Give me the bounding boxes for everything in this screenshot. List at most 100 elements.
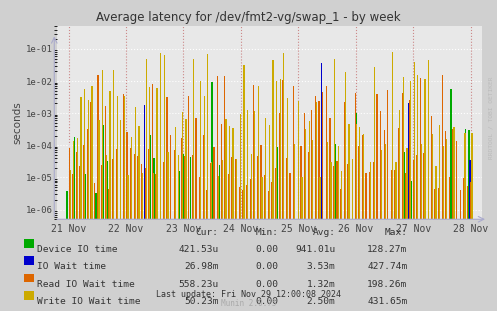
Bar: [240, 114, 241, 242]
Bar: [374, 67, 375, 242]
Bar: [434, 189, 435, 242]
Bar: [347, 164, 348, 242]
Bar: [130, 148, 131, 242]
Bar: [403, 77, 404, 242]
Bar: [289, 173, 291, 242]
Bar: [251, 189, 252, 242]
Bar: [246, 185, 247, 242]
Bar: [77, 138, 78, 242]
Bar: [106, 155, 107, 242]
Bar: [319, 101, 320, 242]
Bar: [471, 182, 472, 242]
Bar: [247, 110, 248, 242]
Bar: [300, 146, 302, 242]
Bar: [109, 91, 111, 242]
Bar: [356, 124, 357, 242]
Bar: [465, 129, 466, 242]
Bar: [127, 175, 129, 242]
Bar: [265, 118, 266, 242]
Bar: [438, 188, 439, 242]
Bar: [358, 146, 359, 242]
Bar: [369, 172, 370, 242]
Bar: [174, 127, 176, 242]
Bar: [179, 171, 180, 242]
Text: Read IO Wait time: Read IO Wait time: [37, 280, 135, 289]
Bar: [170, 135, 171, 242]
Bar: [276, 146, 278, 242]
Bar: [391, 170, 392, 242]
Text: Device IO time: Device IO time: [37, 245, 118, 254]
Bar: [87, 100, 89, 242]
Bar: [269, 126, 270, 242]
Bar: [167, 152, 168, 242]
Bar: [106, 161, 107, 242]
Bar: [268, 191, 269, 242]
Bar: [193, 59, 194, 242]
Bar: [362, 135, 363, 242]
Bar: [221, 124, 222, 242]
Bar: [445, 131, 446, 242]
Bar: [384, 130, 385, 242]
Bar: [469, 130, 470, 242]
Bar: [456, 141, 457, 242]
Bar: [144, 105, 145, 242]
Bar: [84, 174, 86, 242]
Bar: [294, 144, 295, 242]
Text: 198.26m: 198.26m: [367, 280, 408, 289]
Bar: [308, 152, 309, 242]
Bar: [134, 154, 135, 242]
Bar: [298, 101, 299, 242]
Bar: [86, 129, 88, 242]
Bar: [403, 152, 405, 242]
Bar: [334, 59, 335, 242]
Y-axis label: seconds: seconds: [12, 101, 23, 144]
Bar: [91, 86, 92, 242]
Bar: [239, 187, 240, 242]
Bar: [80, 165, 81, 242]
Bar: [365, 173, 367, 242]
Bar: [181, 138, 182, 242]
Bar: [352, 159, 353, 242]
Bar: [305, 129, 306, 242]
Bar: [160, 53, 162, 242]
Bar: [185, 119, 187, 242]
Bar: [286, 158, 287, 242]
Bar: [467, 186, 468, 242]
Bar: [108, 189, 110, 242]
Bar: [276, 81, 277, 242]
Bar: [387, 90, 389, 242]
Bar: [117, 96, 118, 242]
Bar: [67, 191, 68, 242]
Bar: [195, 118, 196, 242]
Bar: [341, 171, 342, 242]
Bar: [112, 160, 113, 242]
Text: 0.00: 0.00: [255, 297, 278, 306]
Text: 2.50m: 2.50m: [307, 297, 335, 306]
Text: 0.00: 0.00: [255, 262, 278, 272]
Bar: [81, 97, 82, 242]
Text: 0.00: 0.00: [255, 245, 278, 254]
Bar: [402, 93, 403, 242]
Bar: [105, 106, 106, 242]
Bar: [441, 75, 443, 242]
Bar: [202, 135, 204, 242]
Bar: [97, 75, 99, 242]
Bar: [95, 193, 97, 242]
Bar: [315, 96, 316, 242]
Bar: [345, 72, 346, 242]
Bar: [258, 86, 259, 242]
Bar: [206, 189, 207, 242]
Bar: [203, 96, 205, 242]
Bar: [320, 177, 321, 242]
Bar: [126, 132, 128, 242]
Bar: [373, 162, 374, 242]
Bar: [370, 162, 371, 242]
Bar: [173, 150, 175, 242]
Bar: [464, 133, 466, 242]
Bar: [90, 102, 91, 242]
Bar: [103, 125, 104, 242]
Bar: [264, 175, 265, 242]
Bar: [304, 113, 305, 242]
Bar: [287, 98, 288, 242]
Bar: [83, 145, 84, 242]
